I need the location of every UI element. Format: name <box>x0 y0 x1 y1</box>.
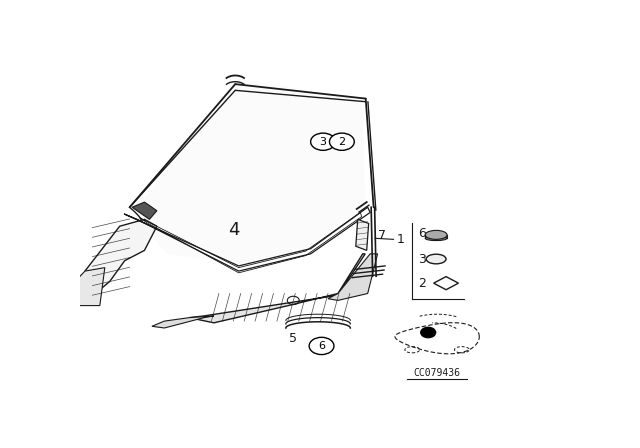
Polygon shape <box>356 220 369 250</box>
Text: 2: 2 <box>339 137 346 147</box>
Polygon shape <box>75 267 105 306</box>
Text: 3: 3 <box>319 137 326 147</box>
Polygon shape <box>132 78 365 264</box>
Polygon shape <box>189 254 365 323</box>
Polygon shape <box>85 220 157 302</box>
Text: 2: 2 <box>419 277 426 290</box>
Text: 3: 3 <box>419 253 426 266</box>
Ellipse shape <box>426 254 446 264</box>
Text: CC079436: CC079436 <box>413 368 461 378</box>
Polygon shape <box>132 202 157 220</box>
Text: 6: 6 <box>419 227 426 240</box>
Polygon shape <box>328 254 378 301</box>
Circle shape <box>309 337 334 354</box>
Ellipse shape <box>425 236 447 241</box>
Ellipse shape <box>425 230 447 239</box>
Text: 4: 4 <box>228 221 239 239</box>
Text: 1: 1 <box>396 233 404 246</box>
Circle shape <box>330 133 355 151</box>
Text: 6: 6 <box>318 341 325 351</box>
Text: 7: 7 <box>378 229 385 242</box>
Circle shape <box>420 327 436 338</box>
Circle shape <box>310 133 335 151</box>
Polygon shape <box>152 316 214 328</box>
Text: 5: 5 <box>289 332 297 345</box>
